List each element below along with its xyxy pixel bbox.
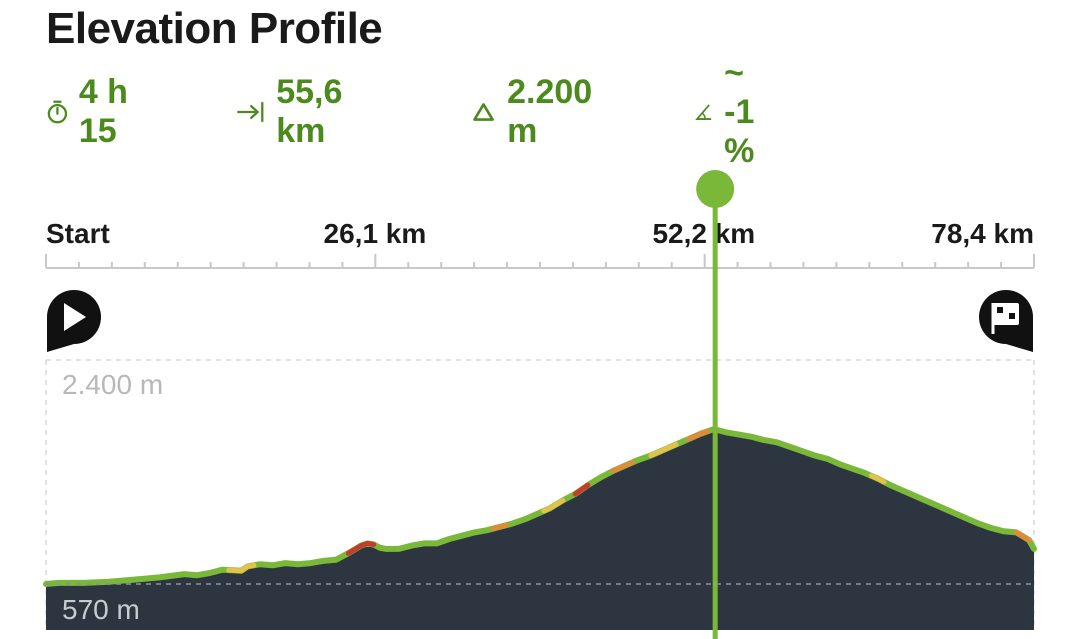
duration-stat: 4 h 15 [46, 73, 134, 150]
duration-value: 4 h 15 [78, 73, 128, 150]
page-title: Elevation Profile [46, 4, 383, 53]
distance-axis [45, 254, 1035, 269]
cursor-handle [696, 170, 735, 208]
ascent-stat: 2.200 m [470, 73, 601, 150]
distance-tick-labels: Start 26,1 km 52,2 km 78,4 km [46, 218, 1034, 249]
x-tick-label: Start [46, 218, 110, 249]
steep-section [572, 482, 591, 497]
triangle-up-icon [473, 103, 494, 121]
x-tick-label: 52,2 km [652, 218, 755, 249]
elevation-min-label: 570 m [62, 594, 140, 625]
gradient-stat: ~ -1 % [694, 54, 774, 170]
steep-section [345, 540, 377, 556]
flag-glyph [993, 303, 1019, 325]
steep-section [490, 522, 509, 531]
flag-check [1009, 313, 1015, 319]
x-tick-label: 26,1 km [324, 218, 427, 249]
flag-check [997, 307, 1003, 313]
steep-section [1013, 529, 1032, 543]
elevation-line [43, 426, 1037, 587]
elevation-area [46, 429, 1034, 630]
elevation-max-label: 2.400 m [62, 369, 163, 400]
distance-stat: 55,6 km [236, 73, 358, 150]
stopwatch-icon [47, 100, 68, 124]
steep-section [541, 498, 566, 514]
arrow-to-bar-icon [237, 102, 264, 122]
distance-value: 55,6 km [276, 73, 343, 150]
play-pin-icon[interactable] [47, 263, 126, 352]
x-tick-label: 78,4 km [931, 218, 1034, 249]
position-cursor[interactable] [696, 170, 735, 639]
angle-icon [695, 104, 712, 120]
steep-section [610, 460, 635, 474]
steep-section [868, 473, 887, 485]
steep-section [686, 428, 711, 442]
checkered-flag-pin-icon[interactable] [979, 290, 1033, 352]
steep-section [648, 442, 679, 458]
play-glyph [64, 303, 86, 331]
steep-section [226, 562, 257, 574]
ascent-value: 2.200 m [507, 73, 593, 150]
gradient-value: ~ -1 % [724, 53, 755, 170]
